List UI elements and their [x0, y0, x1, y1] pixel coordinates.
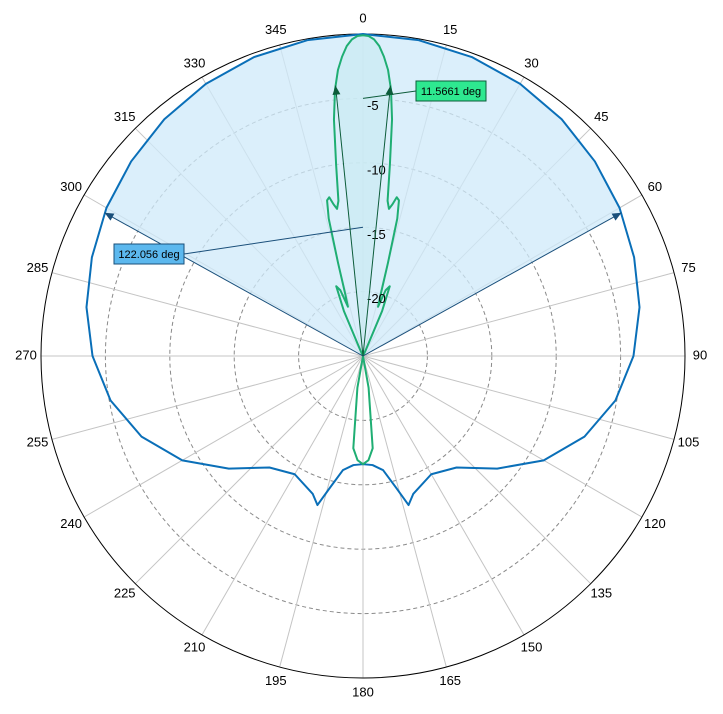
- angular-grid-spoke: [83, 355, 364, 518]
- angle-tick-label: 330: [184, 56, 206, 71]
- angle-tick-label: 15: [443, 22, 457, 37]
- callout-leader: [362, 90, 417, 99]
- angular-grid-spoke: [279, 355, 364, 668]
- angular-grid-spoke: [51, 272, 364, 357]
- arrow-head: [385, 85, 394, 95]
- angle-tick-label: 225: [114, 586, 136, 601]
- annotation-layer: 122.056 deg 11.5661 deg: [104, 80, 622, 357]
- angular-grid-spoke: [201, 355, 364, 636]
- beamwidth-fill-1: [104, 34, 622, 356]
- callout-leader: [183, 226, 364, 255]
- angle-tick-label: 300: [60, 179, 82, 194]
- angle-tick-label: 285: [27, 260, 49, 275]
- angle-tick-label: 150: [521, 639, 543, 654]
- callout-box: [113, 243, 185, 265]
- angular-grid-spoke: [362, 355, 675, 440]
- angle-tick-label: 240: [60, 516, 82, 531]
- angular-grid-spoke: [362, 272, 675, 357]
- angle-tick-label: 30: [524, 56, 538, 71]
- angle-tick-label: 345: [265, 22, 287, 37]
- angle-tick-label: 165: [439, 673, 461, 688]
- beamwidth-arrow: [362, 85, 391, 357]
- arrow-head: [332, 85, 341, 95]
- radial-tick-label: -15: [367, 227, 386, 242]
- angle-tick-label: 0: [359, 10, 366, 25]
- angle-tick-label: 105: [678, 435, 700, 450]
- angular-grid-spoke: [51, 355, 364, 440]
- angle-tick-label: 45: [594, 109, 608, 124]
- series-layer: [85, 33, 641, 507]
- angle-tick-label: 135: [590, 586, 612, 601]
- angle-tick-label: 120: [644, 516, 666, 531]
- angle-tick-label: 210: [184, 639, 206, 654]
- angular-grid-spoke: [362, 355, 643, 518]
- angle-tick-label: 180: [352, 684, 374, 699]
- angle-tick-label: 255: [27, 435, 49, 450]
- beamwidth-arrow: [104, 212, 364, 357]
- beamwidth-label: 11.5661 deg: [421, 86, 481, 98]
- angle-tick-label: 270: [15, 347, 37, 362]
- beamwidth-arrow: [362, 212, 622, 357]
- callout-box: [415, 80, 487, 102]
- angle-tick-label: 60: [648, 179, 662, 194]
- angular-grid-spoke: [134, 355, 364, 585]
- radial-tick-label: -5: [367, 98, 379, 113]
- beamwidth-label: 122.056 deg: [118, 249, 179, 261]
- angular-grid-spoke: [362, 355, 592, 585]
- pattern-series-2: [326, 34, 400, 466]
- angle-tick-label: 90: [693, 347, 707, 362]
- arrow-head: [104, 212, 115, 221]
- label-layer: 0 15 30 45 60 75 90 105 120 135 150 165 180 195 210 225…: [15, 10, 707, 699]
- angular-grid-spoke: [362, 355, 447, 668]
- arrow-head: [611, 212, 622, 221]
- angle-tick-label: 75: [681, 260, 695, 275]
- radial-tick-label: -10: [367, 162, 386, 177]
- beamwidth-arrow: [335, 85, 364, 357]
- angle-tick-label: 195: [265, 673, 287, 688]
- angular-grid-spoke: [362, 355, 525, 636]
- angle-tick-label: 315: [114, 109, 136, 124]
- radial-tick-label: -20: [367, 291, 386, 306]
